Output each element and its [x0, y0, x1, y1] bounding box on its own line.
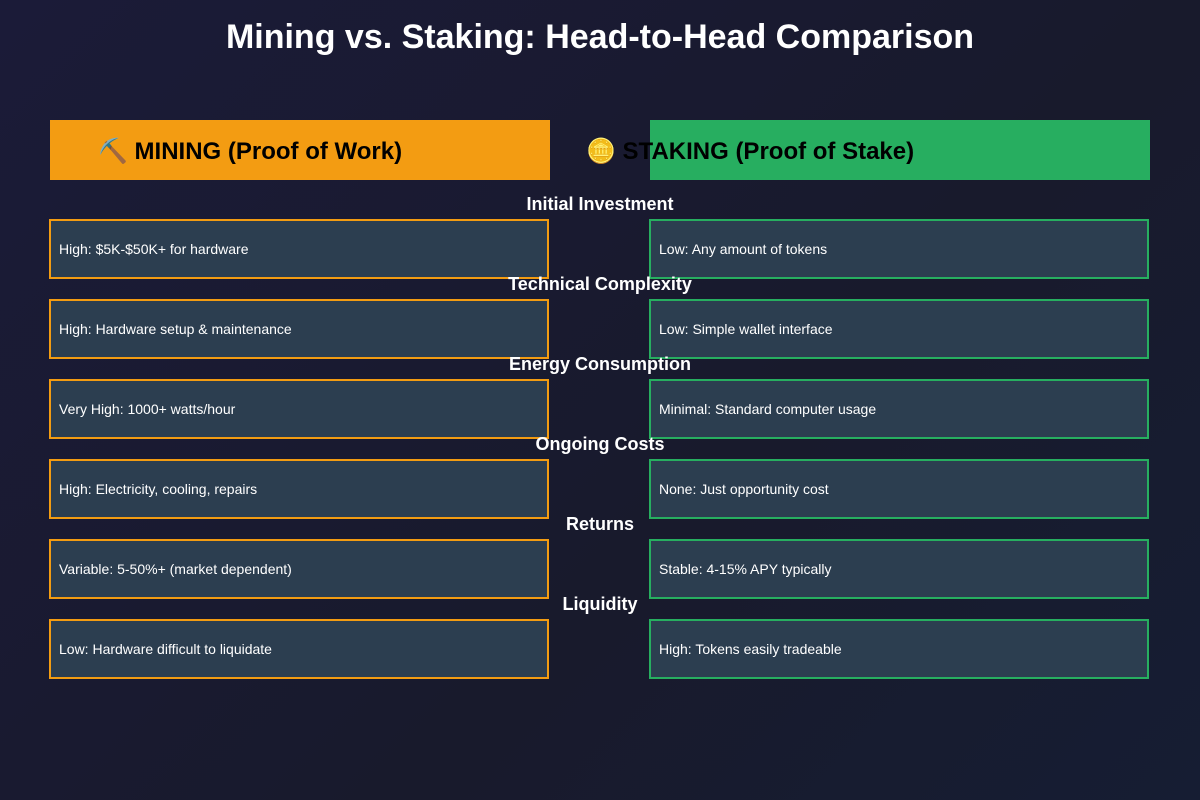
mining-cell: Very High: 1000+ watts/hour: [49, 379, 549, 439]
mining-cell: High: Hardware setup & maintenance: [49, 299, 549, 359]
row-label: Ongoing Costs: [535, 434, 665, 454]
staking-cell: High: Tokens easily tradeable: [649, 619, 1149, 679]
staking-cell: Stable: 4-15% APY typically: [649, 539, 1149, 599]
title: Mining vs. Staking: Head-to-Head Compari…: [225, 18, 975, 56]
row-label: Initial Investment: [526, 194, 674, 214]
staking-cell: None: Just opportunity cost: [649, 459, 1149, 519]
staking-header-text: 🪙 STAKING (Proof of Stake): [586, 138, 915, 165]
mining-cell: Low: Hardware difficult to liquidate: [49, 619, 549, 679]
staking-cell: Minimal: Standard computer usage: [649, 379, 1149, 439]
row-label: Returns: [565, 514, 634, 534]
row-label: Liquidity: [562, 594, 638, 614]
staking-cell: Low: Simple wallet interface: [649, 299, 1149, 359]
mining-cell: High: $5K-$50K+ for hardware: [49, 219, 549, 279]
mining-header-text: ⛏️ MINING (Proof of Work): [98, 138, 403, 165]
row-label: Technical Complexity: [508, 274, 692, 294]
row-label: Energy Consumption: [508, 354, 691, 374]
mining-header: [50, 120, 550, 180]
staking-header: [650, 120, 1150, 180]
mining-cell: High: Electricity, cooling, repairs: [49, 459, 549, 519]
staking-cell: Low: Any amount of tokens: [649, 219, 1149, 279]
mining-cell: Variable: 5-50%+ (market dependent): [49, 539, 549, 599]
